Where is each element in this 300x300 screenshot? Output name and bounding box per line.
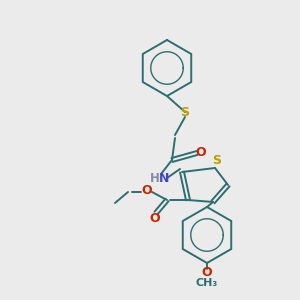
- Text: O: O: [142, 184, 152, 196]
- Text: N: N: [159, 172, 169, 184]
- Text: O: O: [150, 212, 160, 226]
- Text: O: O: [202, 266, 212, 278]
- Text: CH₃: CH₃: [196, 278, 218, 288]
- Text: S: S: [181, 106, 190, 118]
- Text: H: H: [150, 172, 160, 184]
- Text: S: S: [212, 154, 221, 167]
- Text: O: O: [196, 146, 206, 160]
